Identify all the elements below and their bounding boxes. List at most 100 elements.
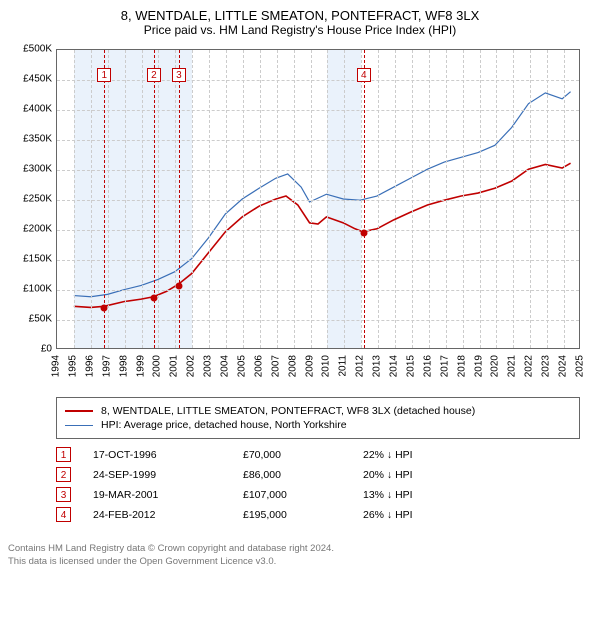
grid-v: [446, 50, 447, 348]
legend-label: HPI: Average price, detached house, Nort…: [101, 419, 347, 431]
legend-item: HPI: Average price, detached house, Nort…: [65, 419, 571, 431]
legend-swatch: [65, 410, 93, 412]
grid-v: [108, 50, 109, 348]
legend-swatch: [65, 425, 93, 426]
sale-marker-badge: 4: [357, 68, 371, 82]
x-tick-label: 2017: [439, 355, 450, 377]
transaction-row: 424-FEB-2012£195,00026% ↓ HPI: [56, 507, 580, 522]
transaction-diff: 26% ↓ HPI: [363, 509, 413, 521]
x-tick-label: 1996: [84, 355, 95, 377]
grid-v: [243, 50, 244, 348]
transaction-row: 319-MAR-2001£107,00013% ↓ HPI: [56, 487, 580, 502]
transaction-price: £107,000: [243, 489, 363, 501]
x-tick-label: 1994: [51, 355, 62, 377]
y-tick-label: £200K: [8, 224, 52, 235]
grid-v: [142, 50, 143, 348]
y-tick-label: £400K: [8, 104, 52, 115]
x-tick-label: 2012: [355, 355, 366, 377]
grid-v: [412, 50, 413, 348]
grid-h: [57, 140, 579, 141]
transaction-date: 24-SEP-1999: [93, 469, 243, 481]
sale-marker-line: [154, 50, 155, 348]
x-tick-label: 2024: [558, 355, 569, 377]
grid-v: [311, 50, 312, 348]
sale-dot: [175, 282, 182, 289]
x-tick-label: 2025: [575, 355, 586, 377]
grid-v: [226, 50, 227, 348]
y-tick-label: £50K: [8, 314, 52, 325]
y-tick-label: £150K: [8, 254, 52, 265]
transaction-price: £195,000: [243, 509, 363, 521]
x-tick-label: 2003: [203, 355, 214, 377]
transaction-diff: 20% ↓ HPI: [363, 469, 413, 481]
grid-v: [192, 50, 193, 348]
x-tick-label: 2006: [253, 355, 264, 377]
sale-marker-badge: 3: [172, 68, 186, 82]
grid-v: [496, 50, 497, 348]
x-tick-label: 2008: [287, 355, 298, 377]
chart-title-line2: Price paid vs. HM Land Registry's House …: [8, 23, 592, 37]
x-tick-label: 2021: [507, 355, 518, 377]
x-tick-label: 2023: [541, 355, 552, 377]
x-tick-label: 2014: [389, 355, 400, 377]
transaction-diff: 22% ↓ HPI: [363, 449, 413, 461]
x-tick-label: 2016: [422, 355, 433, 377]
grid-v: [429, 50, 430, 348]
x-tick-label: 2001: [169, 355, 180, 377]
transaction-price: £86,000: [243, 469, 363, 481]
grid-v: [547, 50, 548, 348]
transaction-date: 19-MAR-2001: [93, 489, 243, 501]
grid-h: [57, 80, 579, 81]
y-tick-label: £100K: [8, 284, 52, 295]
grid-v: [378, 50, 379, 348]
legend-label: 8, WENTDALE, LITTLE SMEATON, PONTEFRACT,…: [101, 405, 475, 417]
grid-v: [395, 50, 396, 348]
footer-line1: Contains HM Land Registry data © Crown c…: [8, 543, 600, 556]
sale-marker-badge: 2: [147, 68, 161, 82]
grid-v: [209, 50, 210, 348]
chart-area: 1234 19941995199619971998199920002001200…: [8, 43, 592, 393]
x-tick-label: 2002: [186, 355, 197, 377]
grid-v: [463, 50, 464, 348]
grid-v: [513, 50, 514, 348]
x-tick-label: 2007: [270, 355, 281, 377]
x-tick-label: 2011: [338, 355, 349, 377]
grid-v: [344, 50, 345, 348]
transaction-row: 2 24-SEP-1999£86,00020% ↓ HPI: [56, 467, 580, 482]
grid-h: [57, 110, 579, 111]
x-tick-label: 2015: [405, 355, 416, 377]
transaction-price: £70,000: [243, 449, 363, 461]
grid-v: [480, 50, 481, 348]
transaction-badge: 4: [56, 507, 71, 522]
x-tick-label: 1997: [101, 355, 112, 377]
y-tick-label: £250K: [8, 194, 52, 205]
grid-v: [158, 50, 159, 348]
grid-h: [57, 200, 579, 201]
grid-v: [175, 50, 176, 348]
x-tick-label: 2019: [473, 355, 484, 377]
plot-region: 1234: [56, 49, 580, 349]
x-tick-label: 2009: [304, 355, 315, 377]
sale-dot: [360, 230, 367, 237]
x-tick-label: 1999: [135, 355, 146, 377]
grid-v: [564, 50, 565, 348]
transaction-badge: 2: [56, 467, 71, 482]
x-tick-label: 2018: [456, 355, 467, 377]
footer-line2: This data is licensed under the Open Gov…: [8, 556, 600, 569]
y-tick-label: £300K: [8, 164, 52, 175]
y-tick-label: £450K: [8, 74, 52, 85]
grid-v: [125, 50, 126, 348]
grid-v: [327, 50, 328, 348]
transaction-date: 17-OCT-1996: [93, 449, 243, 461]
sale-marker-line: [364, 50, 365, 348]
grid-v: [361, 50, 362, 348]
x-tick-label: 1998: [118, 355, 129, 377]
grid-h: [57, 260, 579, 261]
x-tick-label: 2013: [372, 355, 383, 377]
y-tick-label: £350K: [8, 134, 52, 145]
transaction-table: 117-OCT-1996£70,00022% ↓ HPI224-SEP-1999…: [56, 447, 580, 522]
y-tick-label: £500K: [8, 44, 52, 55]
grid-h: [57, 290, 579, 291]
x-tick-label: 2005: [236, 355, 247, 377]
x-tick-label: 2020: [490, 355, 501, 377]
